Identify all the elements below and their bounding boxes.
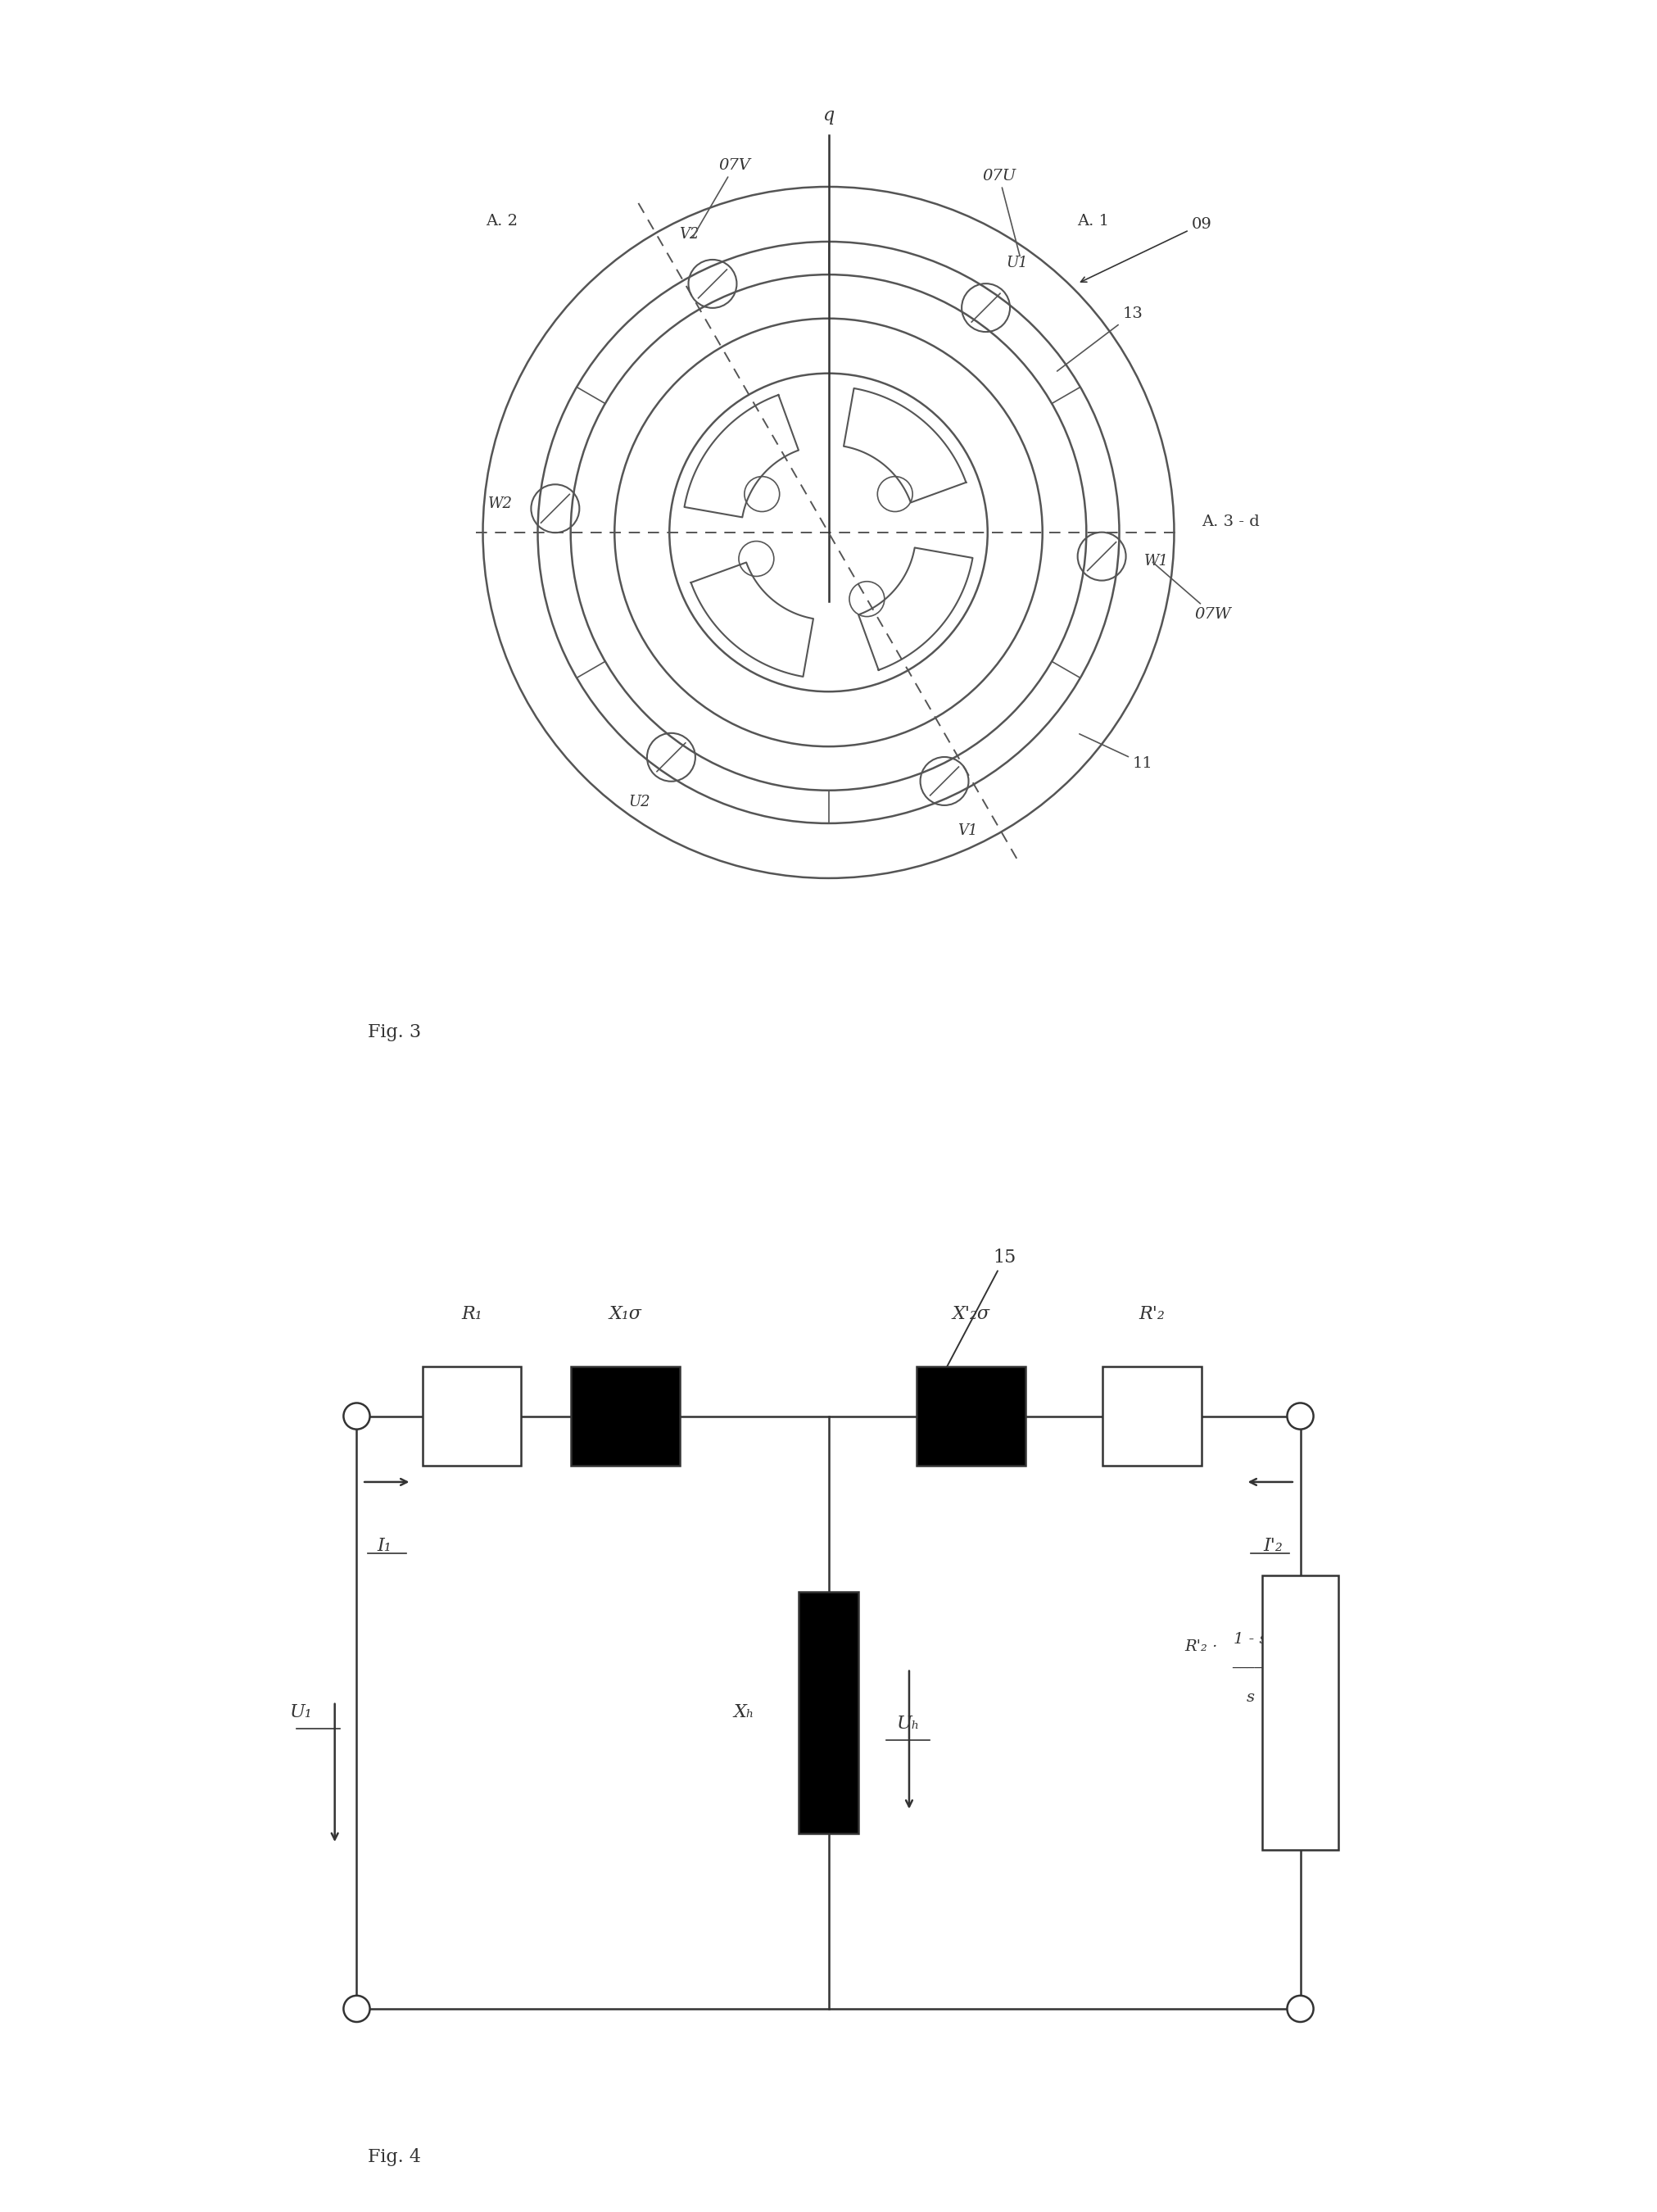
Text: I₁: I₁ xyxy=(376,1537,391,1555)
Text: Xₕ: Xₕ xyxy=(734,1703,754,1721)
Text: 1 - s: 1 - s xyxy=(1234,1632,1268,1646)
Text: I'₂: I'₂ xyxy=(1263,1537,1283,1555)
Text: Uₕ: Uₕ xyxy=(896,1714,920,1732)
FancyBboxPatch shape xyxy=(423,1367,522,1467)
Text: U2: U2 xyxy=(628,794,651,810)
Text: q: q xyxy=(822,106,835,124)
Text: A. 2: A. 2 xyxy=(486,215,517,228)
Text: U₁: U₁ xyxy=(290,1703,313,1721)
Text: 07U: 07U xyxy=(983,168,1019,257)
Text: A. 3 - d: A. 3 - d xyxy=(1201,513,1259,529)
Text: 11: 11 xyxy=(1079,734,1153,770)
FancyBboxPatch shape xyxy=(916,1367,1026,1467)
Text: ─────: ───── xyxy=(1233,1663,1269,1674)
FancyBboxPatch shape xyxy=(1104,1367,1201,1467)
Text: R'₂: R'₂ xyxy=(1138,1305,1165,1323)
Circle shape xyxy=(1287,1995,1314,2022)
Text: V2: V2 xyxy=(679,226,699,241)
Text: s: s xyxy=(1246,1690,1254,1705)
Text: 07W: 07W xyxy=(1153,562,1231,622)
Text: U1: U1 xyxy=(1006,254,1029,270)
Text: 07V: 07V xyxy=(693,157,751,237)
Circle shape xyxy=(343,1995,370,2022)
Circle shape xyxy=(343,1402,370,1429)
Text: A. 1: A. 1 xyxy=(1077,215,1109,228)
FancyBboxPatch shape xyxy=(1263,1575,1339,1849)
Text: X'₂σ: X'₂σ xyxy=(953,1305,989,1323)
Text: 15: 15 xyxy=(940,1248,1016,1380)
Text: W1: W1 xyxy=(1143,553,1168,568)
Circle shape xyxy=(1287,1402,1314,1429)
Text: 09: 09 xyxy=(1080,217,1211,283)
Text: Fig. 4: Fig. 4 xyxy=(368,2148,421,2166)
Text: V1: V1 xyxy=(958,823,978,838)
Text: Fig. 3: Fig. 3 xyxy=(368,1024,421,1042)
Text: R₁: R₁ xyxy=(461,1305,482,1323)
FancyBboxPatch shape xyxy=(572,1367,679,1467)
Text: R'₂ ·: R'₂ · xyxy=(1185,1639,1218,1655)
FancyBboxPatch shape xyxy=(799,1593,858,1834)
Text: 13: 13 xyxy=(1057,307,1143,372)
Text: X₁σ: X₁σ xyxy=(610,1305,641,1323)
Text: W2: W2 xyxy=(489,495,514,511)
